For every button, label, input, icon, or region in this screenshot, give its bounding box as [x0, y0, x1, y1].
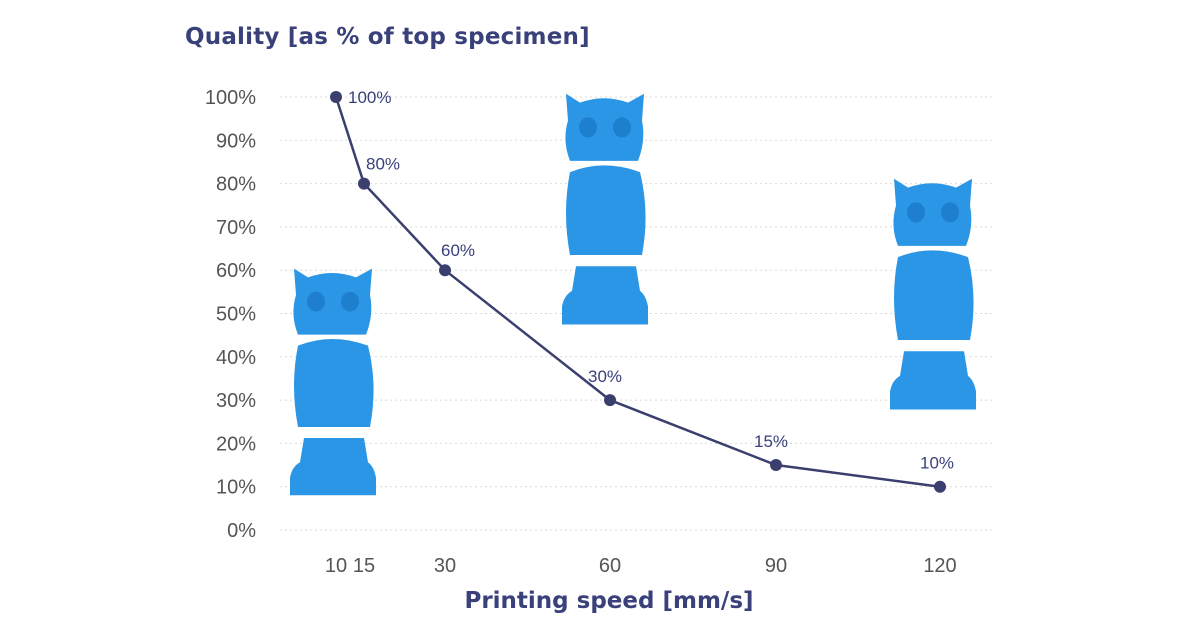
x-tick-label: 60	[599, 555, 621, 577]
data-label: 30%	[588, 367, 622, 386]
y-tick-label: 20%	[216, 433, 256, 455]
y-tick-label: 100%	[205, 87, 256, 109]
data-label: 80%	[366, 155, 400, 174]
x-tick-label: 15	[353, 555, 375, 577]
data-point	[330, 91, 342, 103]
y-tick-label: 30%	[216, 390, 256, 412]
data-point	[604, 394, 616, 407]
y-tick-label: 10%	[216, 477, 256, 499]
data-point	[934, 480, 946, 493]
y-tick-label: 90%	[216, 130, 256, 152]
x-tick-label: 120	[923, 555, 956, 577]
x-axis-title: Printing speed [mm/s]	[464, 588, 754, 614]
y-axis-title: Quality [as % of top specimen]	[185, 24, 590, 50]
y-tick-label: 40%	[216, 347, 256, 369]
y-tick-label: 60%	[216, 260, 256, 282]
owl-specimen-high-speed	[890, 178, 976, 410]
series-line	[334, 96, 941, 488]
data-label: 15%	[754, 432, 788, 451]
x-tick-label: 10	[325, 555, 347, 577]
data-label: 10%	[920, 454, 954, 473]
data-point	[439, 264, 451, 277]
data-label: 100%	[348, 88, 391, 107]
owl-specimen-mid-speed	[562, 93, 648, 325]
data-label: 60%	[441, 241, 475, 260]
y-tick-label: 50%	[216, 304, 256, 326]
x-tick-label: 30	[434, 555, 456, 577]
y-tick-label: 70%	[216, 217, 256, 239]
owl-specimen-low-speed	[290, 268, 376, 496]
y-tick-label: 0%	[227, 520, 256, 542]
y-tick-label: 80%	[216, 174, 256, 196]
data-point	[358, 177, 370, 190]
data-point	[770, 459, 782, 472]
x-tick-label: 90	[765, 555, 787, 577]
